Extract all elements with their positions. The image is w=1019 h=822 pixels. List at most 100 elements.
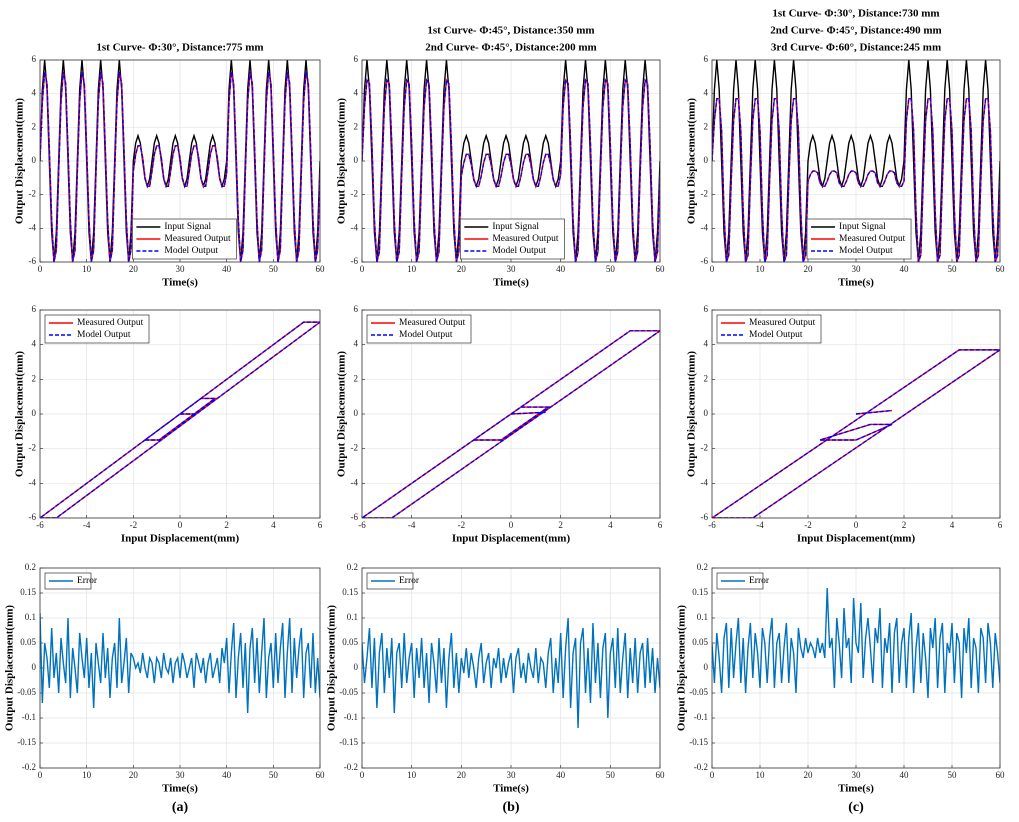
axes-frame — [711, 59, 1001, 263]
x-tick-label: 20 — [457, 264, 467, 274]
y-tick-label: 0.1 — [25, 612, 36, 622]
axes-frame — [361, 567, 661, 769]
axes-frame — [39, 309, 321, 519]
x-tick-label: 30 — [176, 770, 186, 780]
x-axis-label: Input Displacement(mm) — [797, 533, 916, 545]
x-tick-label: -2 — [130, 520, 138, 530]
y-tick-label: -6 — [29, 512, 37, 522]
y-tick-label: 6 — [354, 304, 359, 314]
y-tick-label: -6 — [701, 256, 709, 266]
y-axis-label: Output Displacement(mm) — [4, 605, 16, 732]
panel-caption: (c) — [848, 800, 864, 815]
y-tick-label: 0.2 — [25, 562, 36, 572]
series-line — [362, 330, 660, 518]
y-axis-label: Output Displacement(mm) — [14, 351, 26, 478]
y-tick-label: 2 — [32, 121, 37, 131]
y-tick-label: 2 — [354, 373, 359, 383]
x-tick-label: 60 — [316, 770, 326, 780]
y-tick-label: -4 — [29, 222, 37, 232]
legend-box — [366, 314, 472, 344]
axes-frame — [361, 59, 661, 263]
y-tick-label: 0 — [32, 155, 37, 165]
y-tick-label: -6 — [29, 256, 37, 266]
legend-label: Model Output — [749, 330, 803, 340]
legend-label: Model Output — [399, 330, 453, 340]
y-tick-label: 6 — [32, 304, 37, 314]
y-tick-label: -2 — [29, 443, 37, 453]
x-tick-label: 40 — [222, 264, 232, 274]
legend-label: Input Signal — [492, 222, 539, 232]
y-tick-label: 2 — [704, 121, 709, 131]
y-tick-label: -2 — [351, 443, 359, 453]
panel-caption: (a) — [172, 800, 189, 815]
y-tick-label: -4 — [351, 477, 359, 487]
legend-label: Measured Output — [399, 318, 466, 328]
series-line — [712, 60, 1000, 262]
y-tick-label: 4 — [32, 88, 37, 98]
y-tick-label: 0 — [32, 408, 37, 418]
y-tick-label: -0.1 — [694, 712, 708, 722]
y-tick-label: -0.05 — [17, 687, 36, 697]
y-tick-label: 0.1 — [697, 612, 708, 622]
x-tick-label: 10 — [407, 770, 417, 780]
y-tick-label: 0 — [354, 408, 359, 418]
y-tick-label: 0 — [704, 662, 709, 672]
chart-title: 3rd Curve- Φ:60°, Distance:245 mm — [771, 42, 941, 54]
y-tick-label: 2 — [354, 121, 359, 131]
x-tick-label: 4 — [950, 520, 955, 530]
x-tick-label: -6 — [36, 520, 44, 530]
x-tick-label: -6 — [708, 520, 716, 530]
legend-label: Model Output — [164, 246, 218, 256]
x-tick-label: 60 — [656, 770, 666, 780]
x-tick-label: 10 — [82, 770, 92, 780]
x-tick-label: 4 — [271, 520, 276, 530]
x-tick-label: 20 — [804, 264, 814, 274]
x-tick-label: 50 — [269, 264, 279, 274]
series-line — [40, 71, 320, 262]
x-tick-label: 30 — [507, 264, 517, 274]
x-axis-label: Time(s) — [162, 277, 198, 289]
y-tick-label: -0.05 — [339, 687, 358, 697]
axes-frame — [361, 309, 661, 519]
y-tick-label: 4 — [704, 88, 709, 98]
y-tick-label: -0.1 — [344, 712, 358, 722]
x-tick-label: 10 — [82, 264, 92, 274]
series-line — [40, 612, 320, 714]
x-tick-label: 0 — [509, 520, 514, 530]
x-tick-label: 20 — [129, 770, 139, 780]
x-tick-label: 4 — [608, 520, 613, 530]
x-tick-label: 10 — [756, 264, 766, 274]
legend-label: Error — [399, 576, 420, 586]
y-tick-label: -0.2 — [344, 762, 358, 772]
x-tick-label: -4 — [408, 520, 416, 530]
chart-title: 2nd Curve- Φ:45°, Distance:490 mm — [770, 25, 941, 37]
legend-label: Measured Output — [839, 234, 906, 244]
y-tick-label: 6 — [354, 54, 359, 64]
x-axis-label: Time(s) — [493, 277, 529, 289]
x-tick-label: 30 — [176, 264, 186, 274]
y-tick-label: -6 — [351, 256, 359, 266]
legend-label: Measured Output — [77, 318, 144, 328]
legend-box — [716, 314, 822, 344]
series-line — [362, 617, 660, 729]
x-tick-label: 60 — [316, 264, 326, 274]
y-tick-label: 0.05 — [20, 637, 36, 647]
legend-label: Input Signal — [164, 222, 211, 232]
x-tick-label: 30 — [507, 770, 517, 780]
x-tick-label: 10 — [756, 770, 766, 780]
y-tick-label: -2 — [29, 189, 37, 199]
x-tick-label: 6 — [318, 520, 323, 530]
x-tick-label: 50 — [948, 264, 958, 274]
y-tick-label: 0.2 — [347, 562, 358, 572]
legend-label: Input Signal — [839, 222, 886, 232]
x-tick-label: 50 — [269, 770, 279, 780]
x-tick-label: 0 — [710, 770, 715, 780]
legend-label: Model Output — [839, 246, 893, 256]
axes-frame — [39, 567, 321, 769]
x-tick-label: 0 — [360, 770, 365, 780]
x-axis-label: Time(s) — [162, 783, 198, 795]
y-tick-label: 0.15 — [692, 587, 708, 597]
axes-frame — [711, 567, 1001, 769]
x-tick-label: -4 — [756, 520, 764, 530]
